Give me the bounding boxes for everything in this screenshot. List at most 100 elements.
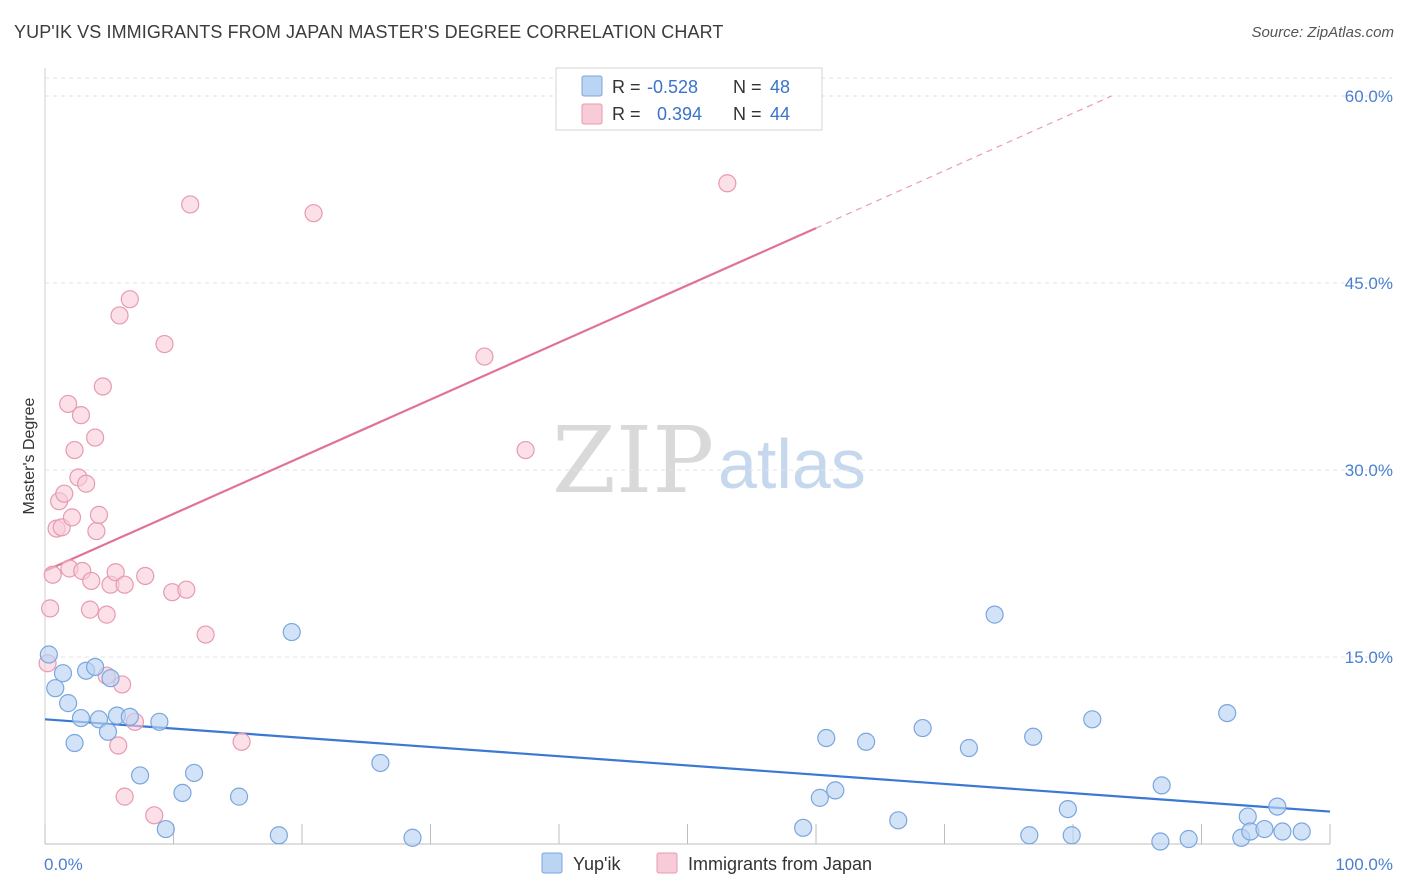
point-japan-15 [80,600,100,619]
point-japan-2 [43,565,62,584]
point-yupik-23 [794,818,813,837]
point-japan-38 [196,625,215,644]
point-japan-39 [232,732,251,751]
point-japan-25 [109,736,128,755]
legend-r-label-2: R = [612,104,641,124]
legend-r-value-1: -0.528 [647,77,698,97]
point-japan-1 [41,599,60,618]
y-tick-labels: 15.0% 30.0% 45.0% 60.0% [1345,87,1393,667]
point-yupik-19 [269,826,288,845]
bottom-legend-swatch-japan [656,852,678,874]
watermark-atlas: atlas [718,425,866,503]
legend-n-label-1: N = [733,77,762,97]
point-japan-10 [65,440,84,460]
point-japan-24 [106,563,125,582]
point-yupik-40 [1218,703,1237,723]
correlation-legend: R = -0.528 N = 48 R = 0.394 N = 44 [555,67,823,131]
y-axis-label: Master's Degree [21,397,38,514]
point-japan-40 [304,204,323,223]
point-yupik-5 [71,708,91,728]
point-japan-17 [86,428,105,447]
point-yupik-4 [65,733,84,753]
legend-r-value-2: 0.394 [657,104,702,124]
point-yupik-7 [86,657,105,677]
point-yupik-15 [156,819,175,839]
point-japan-37 [181,195,200,214]
legend-swatch-yupik [581,75,603,97]
point-yupik-31 [985,605,1004,624]
trend-line-japan-extension [815,95,1112,229]
series-legend: Yup'ik Immigrants from Japan [541,852,872,874]
point-yupik-18 [229,787,249,806]
point-japan-12 [71,406,91,425]
point-yupik-22 [371,753,390,773]
point-japan-29 [115,787,134,806]
legend-n-value-2: 44 [770,104,790,124]
point-yupik-14 [150,712,169,731]
point-japan-20 [93,377,112,396]
point-yupik-35 [1062,826,1081,845]
legend-n-value-1: 48 [770,77,790,97]
source-credit: Source: ZipAtlas.com [1251,24,1394,41]
point-yupik-0 [39,645,58,664]
point-japan-14 [77,474,96,493]
point-yupik-47 [1292,822,1311,841]
point-yupik-3 [59,694,78,713]
trend-line-yupik [44,718,1331,813]
point-yupik-42 [1238,807,1257,826]
point-japan-22 [97,605,116,624]
trend-line-japan [44,227,817,572]
point-japan-7 [59,394,78,414]
y-tick-label-2: 45.0% [1345,274,1393,293]
point-yupik-13 [130,766,150,785]
point-yupik-46 [1273,822,1292,841]
point-japan-30 [120,290,139,309]
point-yupik-37 [1151,832,1170,851]
point-japan-19 [89,505,109,524]
point-yupik-38 [1152,776,1171,795]
point-yupik-24 [817,728,836,748]
y-tick-label-1: 30.0% [1345,461,1393,480]
bottom-legend-label-japan: Immigrants from Japan [688,854,872,874]
point-japan-28 [115,575,134,594]
point-yupik-17 [184,763,204,783]
point-yupik-21 [403,828,422,847]
y-tick-label-0: 15.0% [1345,648,1393,667]
point-japan-34 [155,334,174,354]
point-yupik-1 [53,664,73,683]
legend-swatch-japan [581,103,603,125]
point-yupik-36 [1083,710,1102,729]
point-yupik-25 [810,788,829,807]
x-tick-labels: 0.0% 100.0% [44,855,1393,874]
point-yupik-20 [282,622,301,642]
point-yupik-26 [826,781,845,800]
point-yupik-29 [913,718,932,738]
point-japan-16 [82,571,101,591]
point-japan-36 [177,580,196,599]
point-yupik-30 [959,738,979,758]
x-tick-label-1: 100.0% [1335,855,1393,874]
point-japan-42 [516,440,535,460]
point-japan-41 [475,347,494,366]
watermark-zip: ZIP [552,407,714,514]
point-yupik-27 [857,732,876,751]
chart-title: YUP'IK VS IMMIGRANTS FROM JAPAN MASTER'S… [14,22,724,42]
point-yupik-2 [46,679,65,698]
point-japan-32 [136,566,155,586]
point-yupik-39 [1179,829,1198,849]
data-points [38,174,1311,851]
point-yupik-34 [1058,799,1077,819]
point-yupik-44 [1255,819,1274,839]
point-yupik-8 [89,710,109,729]
point-yupik-45 [1268,797,1287,816]
legend-n-label-2: N = [733,104,762,124]
y-tick-label-3: 60.0% [1345,87,1393,106]
point-japan-26 [110,306,129,325]
gridlines [45,77,1392,658]
axes [44,68,1331,845]
point-yupik-32 [1020,826,1039,845]
point-japan-9 [62,508,82,527]
x-tick-label-0: 0.0% [44,855,83,874]
point-yupik-28 [889,811,908,830]
